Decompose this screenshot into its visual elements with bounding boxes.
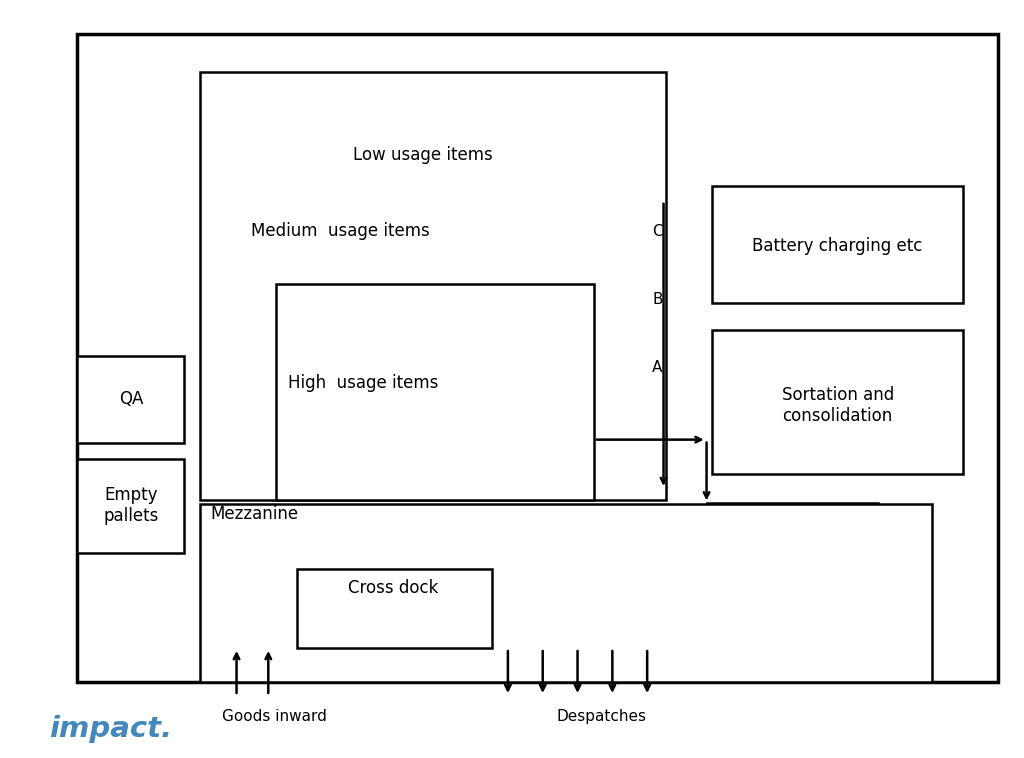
Text: Mezzanine: Mezzanine <box>210 505 298 523</box>
Text: impact.: impact. <box>49 716 172 743</box>
Bar <box>77 356 184 443</box>
Text: Cross dock: Cross dock <box>348 579 438 597</box>
Text: Despatches: Despatches <box>556 709 646 724</box>
Text: C: C <box>652 224 663 239</box>
Bar <box>200 72 666 500</box>
Bar <box>77 34 998 682</box>
Bar <box>77 459 184 553</box>
Text: Low usage items: Low usage items <box>353 146 493 164</box>
Bar <box>712 330 963 474</box>
Text: Medium  usage items: Medium usage items <box>251 222 430 240</box>
Bar <box>200 504 932 682</box>
Text: Battery charging etc: Battery charging etc <box>753 237 923 255</box>
Bar <box>276 284 594 500</box>
Text: Sortation and
consolidation: Sortation and consolidation <box>781 386 894 425</box>
Text: B: B <box>652 292 663 307</box>
Text: Empty
pallets: Empty pallets <box>103 486 159 525</box>
Text: High  usage items: High usage items <box>289 374 438 392</box>
Text: Goods inward: Goods inward <box>222 709 327 724</box>
Text: QA: QA <box>119 390 143 409</box>
Text: A: A <box>652 360 663 375</box>
Bar <box>712 186 963 303</box>
Bar <box>297 568 492 648</box>
